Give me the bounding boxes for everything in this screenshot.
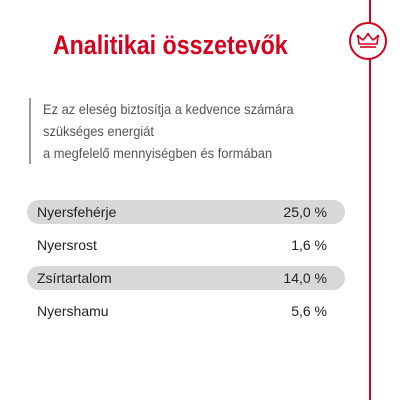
nutrient-label: Nyershamu	[37, 303, 109, 319]
brand-vertical-line	[369, 0, 371, 400]
page-title: Analitikai összetevők	[52, 30, 288, 60]
nutrient-row: Zsírtartalom 14,0 %	[27, 266, 345, 290]
nutrient-value: 25,0 %	[283, 204, 327, 220]
nutrient-row: Nyersrost 1,6 %	[27, 233, 345, 257]
nutrient-label: Nyersrost	[37, 237, 97, 253]
description-line: a megfelelő mennyiségben és formában	[43, 145, 273, 161]
nutrient-row: Nyershamu 5,6 %	[27, 299, 345, 323]
nutrient-row: Nyersfehérje 25,0 %	[27, 200, 345, 224]
description-line: Ez az eleség biztosítja a kedvence számá…	[43, 101, 294, 117]
nutrient-value: 5,6 %	[291, 303, 327, 319]
crown-logo-icon	[349, 22, 387, 60]
nutrient-value: 1,6 %	[291, 237, 327, 253]
crown-icon	[356, 32, 380, 48]
nutrient-label: Nyersfehérje	[37, 204, 117, 220]
nutrient-table: Nyersfehérje 25,0 % Nyersrost 1,6 % Zsír…	[27, 200, 345, 332]
description-line: szükséges energiát	[43, 123, 154, 139]
description-block: Ez az eleség biztosítja a kedvence számá…	[29, 98, 315, 164]
nutrient-value: 14,0 %	[283, 270, 327, 286]
nutrient-label: Zsírtartalom	[37, 270, 112, 286]
